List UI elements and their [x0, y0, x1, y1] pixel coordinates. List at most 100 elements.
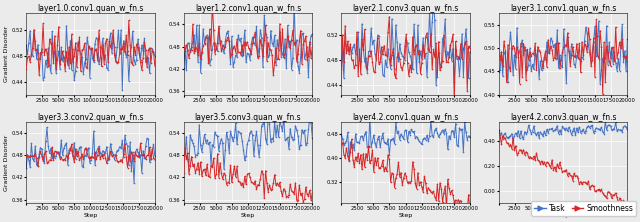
Line: Task: Task — [183, 4, 313, 78]
Title: layer1.0.conv1.quan_w_fn.s: layer1.0.conv1.quan_w_fn.s — [37, 4, 144, 13]
Smoothness — [308, 191, 316, 194]
Line: Task: Task — [26, 127, 156, 184]
Task — [130, 182, 138, 184]
Task — [337, 133, 345, 136]
Smoothness — [613, 196, 621, 198]
Smoothness — [308, 46, 316, 48]
Smoothness — [47, 159, 54, 162]
Task — [367, 27, 375, 30]
Line: Smoothness: Smoothness — [498, 133, 628, 207]
Smoothness — [206, 176, 214, 179]
Smoothness — [572, 56, 579, 58]
Task — [118, 89, 126, 91]
Title: layer4.2.conv3.quan_w_fn.s: layer4.2.conv3.quan_w_fn.s — [510, 113, 616, 122]
Smoothness — [22, 68, 30, 70]
Smoothness — [572, 175, 579, 178]
Task — [466, 51, 474, 54]
Task — [143, 56, 151, 58]
Smoothness — [147, 61, 155, 64]
Smoothness — [466, 47, 474, 50]
Smoothness — [125, 19, 132, 22]
Task — [572, 65, 579, 68]
Title: layer3.3.conv2.quan_w_fn.s: layer3.3.conv2.quan_w_fn.s — [37, 113, 144, 122]
Smoothness — [301, 39, 308, 42]
Y-axis label: Gradient Disorder: Gradient Disorder — [4, 134, 9, 191]
Task — [308, 136, 316, 139]
Smoothness — [616, 41, 623, 43]
Title: layer4.2.conv1.quan_w_fn.s: layer4.2.conv1.quan_w_fn.s — [353, 113, 459, 122]
Smoothness — [367, 50, 375, 52]
Task — [49, 156, 56, 159]
Task — [345, 158, 353, 161]
Smoothness — [300, 201, 307, 203]
Task — [22, 44, 30, 47]
Smoothness — [451, 102, 458, 105]
Task — [495, 71, 502, 73]
Line: Task: Task — [26, 25, 156, 91]
Smoothness — [458, 57, 466, 60]
Task — [366, 117, 374, 119]
Smoothness — [258, 44, 266, 46]
Task — [432, 84, 440, 86]
Task — [305, 128, 312, 131]
Task — [595, 20, 603, 22]
Task — [466, 136, 474, 139]
Smoothness — [593, 18, 600, 21]
Task — [429, 2, 437, 4]
Line: Task: Task — [340, 2, 470, 86]
Smoothness — [623, 201, 631, 203]
Task — [620, 126, 627, 128]
Task — [458, 128, 466, 130]
Smoothness — [415, 183, 423, 186]
Line: Task: Task — [498, 20, 628, 85]
Task — [54, 152, 61, 154]
Task — [180, 66, 188, 69]
Smoothness — [301, 198, 308, 201]
Smoothness — [348, 138, 355, 141]
Smoothness — [495, 47, 502, 50]
Task — [90, 130, 97, 133]
Smoothness — [248, 53, 255, 55]
Smoothness — [54, 44, 61, 47]
X-axis label: Step: Step — [556, 213, 570, 218]
Smoothness — [248, 180, 255, 183]
Smoothness — [143, 154, 151, 157]
Smoothness — [99, 156, 107, 159]
Smoothness — [415, 49, 423, 52]
Smoothness — [35, 73, 43, 76]
Smoothness — [88, 155, 96, 158]
Title: layer3.5.conv3.quan_w_fn.s: layer3.5.conv3.quan_w_fn.s — [195, 113, 301, 122]
Task — [509, 139, 517, 142]
Smoothness — [151, 64, 159, 67]
Task — [301, 129, 308, 132]
Smoothness — [211, 177, 219, 179]
Task — [143, 137, 151, 140]
Task — [210, 145, 218, 148]
Task — [573, 127, 580, 129]
Task — [264, 113, 272, 116]
X-axis label: Step: Step — [83, 213, 98, 218]
Task — [462, 28, 470, 30]
Line: Task: Task — [183, 114, 313, 170]
Task — [616, 69, 623, 72]
Smoothness — [211, 52, 219, 55]
Task — [52, 71, 60, 74]
Line: Smoothness: Smoothness — [26, 20, 156, 76]
Smoothness — [258, 169, 266, 172]
Legend: Task, Smoothness: Task, Smoothness — [531, 201, 636, 216]
Smoothness — [495, 133, 502, 135]
Task — [616, 129, 623, 132]
Smoothness — [337, 84, 345, 87]
Title: layer1.2.conv1.quan_w_fn.s: layer1.2.conv1.quan_w_fn.s — [195, 4, 301, 13]
Task — [521, 130, 529, 133]
Task — [22, 166, 30, 169]
Task — [205, 36, 212, 39]
Task — [596, 82, 604, 85]
Smoothness — [305, 54, 312, 57]
Y-axis label: Gradient Disorder: Gradient Disorder — [4, 26, 9, 82]
Task — [458, 32, 466, 35]
Task — [526, 129, 534, 131]
Smoothness — [180, 44, 188, 46]
Smoothness — [457, 199, 465, 202]
Task — [151, 54, 159, 57]
